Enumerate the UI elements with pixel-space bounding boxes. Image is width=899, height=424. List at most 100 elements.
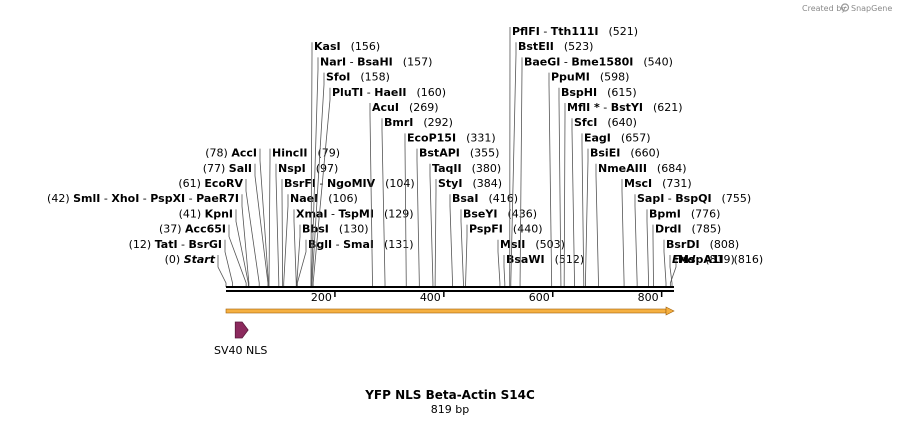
- site-position: (755): [722, 192, 752, 205]
- site-leader-line: [460, 209, 464, 287]
- axis-tick-label: 200: [311, 291, 332, 304]
- site-bsrdi[interactable]: BsrDI (808): [663, 238, 739, 287]
- site-leader-line: [416, 148, 420, 287]
- site-tati-bsrgi[interactable]: (12) TatI - BsrGI: [129, 238, 233, 287]
- site-mfli-bstyi[interactable]: MflI * - BstYI (621): [563, 101, 683, 287]
- separator: -: [185, 192, 196, 205]
- site-position: (819): [705, 253, 735, 266]
- site-eagi[interactable]: EagI (657): [581, 131, 651, 287]
- site-sfci[interactable]: SfcI (640): [571, 116, 637, 287]
- site-leader-line: [281, 179, 284, 287]
- site-bsteii[interactable]: BstEII (523): [510, 40, 594, 287]
- separator: -: [346, 55, 357, 68]
- site-end[interactable]: End (819): [669, 253, 735, 287]
- site-bsrfi-ngomiv[interactable]: BsrFI - NgoMIV (104): [281, 177, 415, 287]
- site-start[interactable]: (0) Start: [165, 253, 227, 287]
- site-kasi[interactable]: KasI (156): [310, 40, 380, 287]
- restriction-sites: HincII (79) NspI (97)BsrFI - NgoMIV (104) Nae…: [47, 25, 763, 287]
- site-ppumi[interactable]: PpuMI (598): [548, 71, 630, 287]
- site-nmeaiii[interactable]: NmeAIII (684): [595, 162, 687, 287]
- site-nspi[interactable]: NspI (97): [275, 162, 339, 287]
- site-position: (331): [466, 131, 496, 144]
- site-position: (598): [600, 71, 630, 84]
- site-label: HincII (79): [272, 147, 340, 160]
- site-bbsi[interactable]: BbsI (130): [296, 223, 369, 287]
- enzyme-name: NmeAIII: [598, 162, 647, 175]
- site-ecorv[interactable]: (61) EcoRV: [178, 177, 260, 287]
- separator: -: [540, 25, 551, 38]
- site-label: DrdI (785): [655, 223, 721, 236]
- site-baegi-bme1580i[interactable]: BaeGI - Bme1580I (540): [519, 55, 673, 287]
- site-label: (42) SmlI - XhoI - PspXI - PaeR7I: [47, 192, 239, 205]
- site-leader-line: [296, 224, 301, 287]
- site-bsai[interactable]: BsaI (416): [449, 192, 518, 287]
- site-sali[interactable]: (77) SalI: [203, 162, 269, 287]
- site-position: (684): [657, 162, 687, 175]
- site-leader-line: [621, 179, 625, 287]
- site-label: KasI (156): [314, 40, 380, 53]
- plasmid-length: 819 bp: [431, 403, 469, 416]
- site-msci[interactable]: MscI (731): [621, 177, 692, 287]
- enzyme-name: BstAPI: [419, 147, 460, 160]
- site-leader-line: [581, 133, 585, 287]
- separator: -: [363, 86, 374, 99]
- site-position: (640): [607, 116, 637, 129]
- site-msli[interactable]: MslI (503): [497, 238, 565, 287]
- site-leader-line: [429, 163, 434, 287]
- separator: -: [327, 207, 338, 220]
- site-ecop15i[interactable]: EcoP15I (331): [404, 131, 496, 287]
- site-leader-line: [519, 57, 523, 287]
- site-bsphi[interactable]: BspHI (615): [558, 86, 637, 287]
- site-position: (37): [159, 223, 185, 236]
- enzyme-name-4: PaeR7I: [196, 192, 239, 205]
- enzyme-name: SfcI: [574, 116, 597, 129]
- enzyme-name: AcuI: [372, 101, 399, 114]
- site-drdi[interactable]: DrdI (785): [652, 223, 721, 287]
- site-bpmi[interactable]: BpmI (776): [646, 207, 720, 287]
- axis-tick-label: 800: [638, 291, 659, 304]
- enzyme-name-2: HaeII: [374, 86, 406, 99]
- site-label: (78) AccI: [205, 147, 257, 160]
- site-bstapi[interactable]: BstAPI (355): [416, 147, 499, 287]
- site-smli-xhoi[interactable]: (42) SmlI - XhoI - PspXI - PaeR7I: [47, 192, 250, 287]
- site-leader-line: [283, 194, 289, 287]
- site-taqii[interactable]: TaqII (380): [429, 162, 501, 287]
- site-bsawi[interactable]: BsaWI (512): [503, 253, 584, 287]
- site-hincii[interactable]: HincII (79): [268, 147, 340, 287]
- enzyme-name: PflFI: [512, 25, 540, 38]
- site-kpni[interactable]: (41) KpnI: [179, 207, 249, 287]
- feature-sv40-nls-arrow[interactable]: [234, 321, 249, 339]
- site-leader-line: [312, 87, 331, 287]
- site-nari-bsahi[interactable]: NarI - BsaHI (157): [311, 55, 432, 287]
- site-position: (41): [179, 207, 205, 220]
- site-leader-line: [381, 118, 386, 287]
- site-mspa1i[interactable]: MspA1I (816): [669, 253, 763, 287]
- site-bsiei[interactable]: BsiEI (660): [585, 147, 660, 287]
- site-acc65i[interactable]: (37) Acc65I: [159, 223, 247, 287]
- enzyme-name: MflI *: [567, 101, 600, 114]
- site-position: (384): [472, 177, 502, 190]
- site-sapi-bspqi[interactable]: SapI - BspQI (755): [634, 192, 752, 287]
- site-styi[interactable]: StyI (384): [434, 177, 502, 287]
- orf-bar[interactable]: [225, 308, 667, 314]
- site-label: PspFI (440): [469, 223, 543, 236]
- site-position: (61): [178, 177, 204, 190]
- site-acui[interactable]: AcuI (269): [369, 101, 439, 287]
- site-pflfi-tth111i[interactable]: PflFI - Tth111I (521): [509, 25, 638, 287]
- site-label: MflI * - BstYI (621): [567, 101, 683, 114]
- site-bseyi[interactable]: BseYI (436): [460, 207, 537, 287]
- site-sfoi[interactable]: SfoI (158): [311, 71, 390, 287]
- enzyme-name: BsrFI: [284, 177, 316, 190]
- site-position: (269): [409, 101, 439, 114]
- site-pluti-haeii[interactable]: PluTI - HaeII (160): [312, 86, 447, 287]
- site-position: (156): [351, 40, 381, 53]
- site-position: (97): [316, 162, 339, 175]
- site-position: (160): [417, 86, 447, 99]
- enzyme-name: TaqII: [432, 162, 462, 175]
- site-bmri[interactable]: BmrI (292): [381, 116, 453, 287]
- site-position: (416): [488, 192, 518, 205]
- site-label: NaeI (106): [290, 192, 358, 205]
- site-label: BaeGI - Bme1580I (540): [524, 55, 673, 68]
- site-acci[interactable]: (78) AccI: [205, 147, 269, 287]
- enzyme-name: BglI: [308, 238, 332, 251]
